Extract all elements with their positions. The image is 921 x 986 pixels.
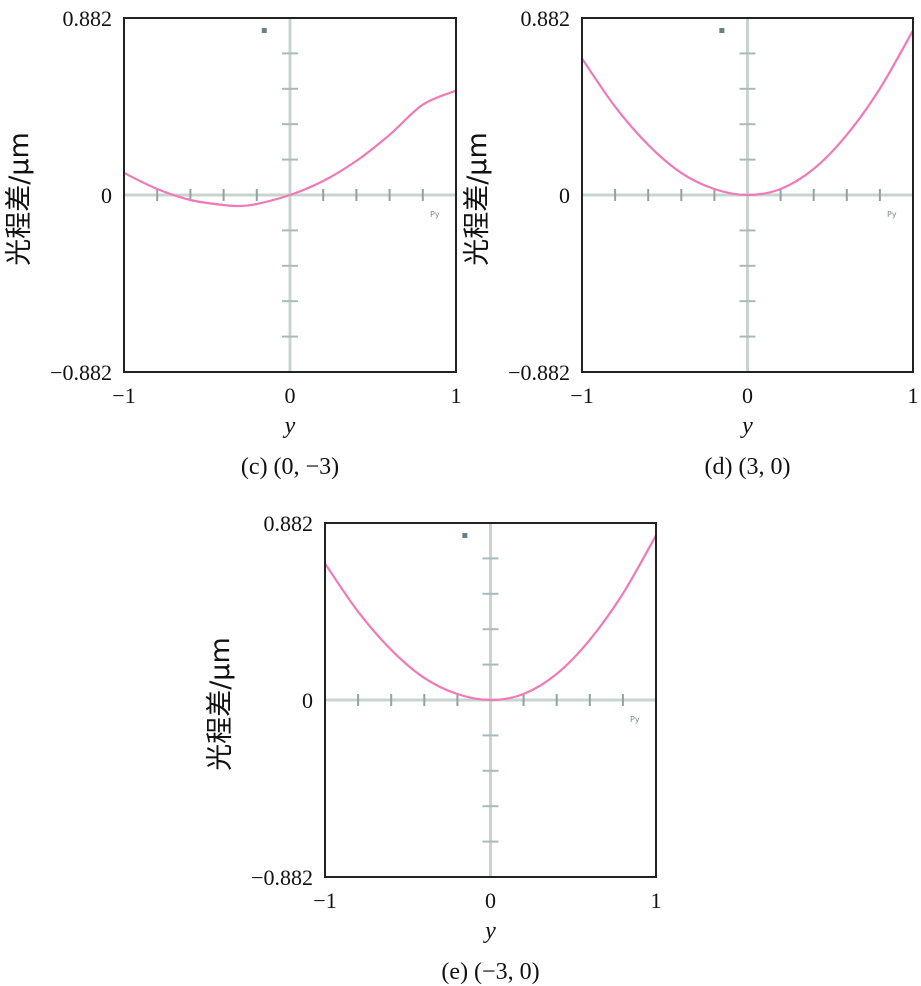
y-tick-label: 0: [101, 183, 112, 208]
y-tick-label: 0.882: [521, 6, 571, 31]
x-axis-label: y: [483, 918, 496, 944]
x-tick-label: −1: [313, 888, 336, 913]
panel-e: Py 0.882 0 −0.882−1 0 1 y 光程差/μm (e) (−3, 0): [205, 511, 662, 985]
data-curve: [123, 89, 457, 208]
y-axis-label: 光程差/μm: [4, 132, 35, 266]
axis-small-label: Py: [630, 715, 640, 724]
axis-small-label: Py: [887, 210, 897, 219]
panel-caption: (d) (3, 0): [705, 454, 791, 480]
panel-d: Py 0.882 0 −0.882−1 0 1 y 光程差/μm (d) (3, 0): [462, 6, 919, 480]
x-tick-label: 0: [742, 383, 753, 408]
plot-frame: [324, 522, 657, 878]
panel-caption: (c) (0, −3): [241, 454, 339, 480]
x-axis-label: y: [283, 413, 296, 439]
y-axis-label: 光程差/μm: [462, 132, 493, 266]
x-tick-label: 1: [651, 888, 662, 913]
y-tick-label: −0.882: [50, 360, 112, 385]
x-tick-label: 0: [485, 888, 496, 913]
x-tick-label: 0: [285, 383, 296, 408]
x-tick-label: −1: [570, 383, 593, 408]
y-tick-label: 0: [559, 183, 570, 208]
data-curve: [324, 534, 657, 702]
y-axis-label: 光程差/μm: [205, 637, 236, 771]
y-tick-label: −0.882: [508, 360, 570, 385]
axis-marker-dot: [261, 28, 267, 33]
y-tick-label: 0.882: [63, 6, 113, 31]
plot-frame: [123, 17, 457, 373]
x-tick-label: 1: [451, 383, 462, 408]
axis-marker-dot: [719, 28, 725, 33]
y-tick-label: −0.882: [251, 865, 313, 890]
panel-caption: (e) (−3, 0): [441, 959, 539, 985]
axis-marker-dot: [462, 533, 468, 538]
data-curve: [581, 29, 914, 197]
y-tick-label: 0.882: [264, 511, 314, 536]
axis-small-label: Py: [430, 210, 440, 219]
x-tick-label: 1: [908, 383, 919, 408]
panel-c: Py 0.882 0 −0.882−1 0 1 y 光程差/μm (c) (0, −3): [4, 6, 462, 480]
y-tick-label: 0: [302, 688, 313, 713]
x-axis-label: y: [740, 413, 753, 439]
x-tick-label: −1: [112, 383, 135, 408]
plot-frame: [581, 17, 914, 373]
